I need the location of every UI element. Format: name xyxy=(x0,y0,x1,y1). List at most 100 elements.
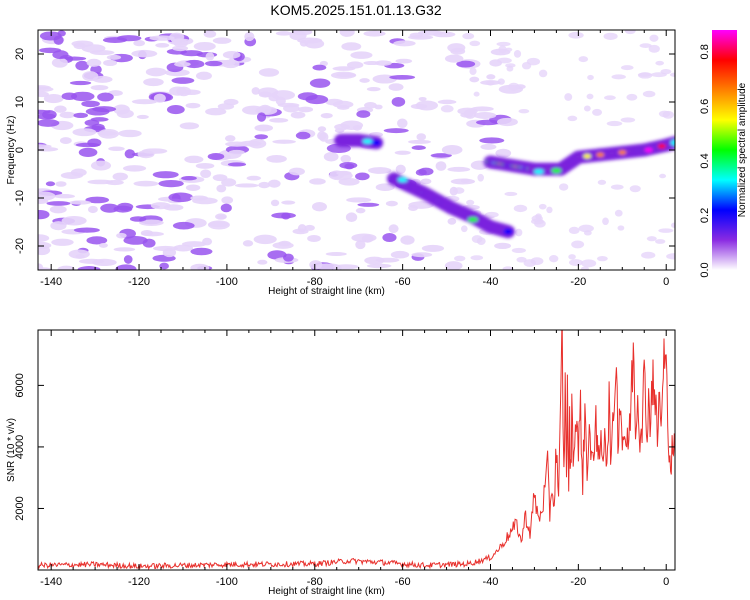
spectrogram-noise-cell xyxy=(340,120,364,130)
spectrogram-noise-cell xyxy=(504,191,518,197)
spectrogram-noise-cell xyxy=(85,196,110,204)
spectrogram-noise-cell xyxy=(456,60,476,68)
spectrogram-noise-cell xyxy=(38,109,51,115)
spectrogram-noise-cell xyxy=(473,91,480,97)
spectrogram-noise-cell xyxy=(538,203,547,210)
spectrogram-noise-cell xyxy=(395,164,406,174)
spectrogram-noise-cell xyxy=(115,264,137,270)
spectrogram-noise-cell xyxy=(312,64,327,71)
spectrogram-noise-cell xyxy=(81,100,100,108)
spectrogram-noise-cell xyxy=(181,175,197,181)
spectrogram-noise-cell xyxy=(394,150,411,155)
spectrogram-noise-cell xyxy=(159,262,169,270)
spectrogram-noise-cell xyxy=(182,241,207,247)
spectrogram-noise-cell xyxy=(508,82,520,91)
spectrogram-noise-cell xyxy=(38,209,50,220)
spectrogram-noise-cell xyxy=(78,147,98,158)
spectrogram-ridge-core xyxy=(503,228,513,235)
spectrogram-noise-cell xyxy=(124,149,136,159)
spectrogram-hotspot xyxy=(644,147,653,153)
spectrogram-noise-cell xyxy=(430,153,452,158)
spectrogram-noise-cell xyxy=(416,133,427,141)
spectrogram-noise-cell xyxy=(275,31,293,36)
snr-x-tick-label: -80 xyxy=(307,576,323,588)
spectrogram-noise-cell xyxy=(100,203,120,213)
spectrogram-noise-cell xyxy=(538,69,548,78)
spectrogram-y-label: Frequency (Hz) xyxy=(6,116,17,185)
spectrogram-noise-cell xyxy=(103,59,118,67)
spectrogram-noise-cell xyxy=(258,181,271,189)
spectrogram-noise-cell xyxy=(374,60,392,66)
spectrogram-noise-cell xyxy=(390,250,410,259)
spectrogram-noise-cell xyxy=(172,221,195,230)
spectrogram-noise-cell xyxy=(351,233,377,243)
spectrogram-noise-cell xyxy=(407,35,434,40)
spectrogram-noise-cell xyxy=(133,180,159,187)
spectrogram-noise-cell xyxy=(486,80,495,86)
spectrogram-noise-cell xyxy=(68,249,90,259)
spectrogram-noise-cell xyxy=(258,104,272,115)
spectrogram-noise-cell xyxy=(190,263,210,270)
spectrogram-noise-cell xyxy=(418,96,427,102)
spectrogram-noise-cell xyxy=(90,84,109,91)
spectrogram-noise-cell xyxy=(549,255,559,263)
spectrogram-x-tick-label: -80 xyxy=(307,276,323,288)
spectrogram-noise-cell xyxy=(336,72,356,78)
spectrogram-noise-cell xyxy=(366,263,392,269)
spectrogram-noise-cell xyxy=(256,112,267,122)
spectrogram-hotspot xyxy=(397,177,408,183)
spectrogram-noise-cell xyxy=(642,90,656,98)
spectrogram-noise-cell xyxy=(312,202,327,212)
spectrogram-noise-cell xyxy=(221,196,234,204)
spectrogram-noise-cell xyxy=(90,117,109,122)
spectrogram-hotspot xyxy=(583,154,592,159)
snr-x-tick-label: -100 xyxy=(216,576,238,588)
spectrogram-y-tick-label: -10 xyxy=(14,190,26,206)
spectrogram-noise-cell xyxy=(395,58,413,64)
spectrogram-x-tick-label: -100 xyxy=(216,276,238,288)
spectrogram-noise-cell xyxy=(113,247,136,252)
spectrogram-noise-cell xyxy=(155,42,170,48)
spectrogram-noise-cell xyxy=(513,50,522,58)
spectrogram-noise-cell xyxy=(441,144,463,155)
spectrogram-noise-cell xyxy=(131,99,158,105)
snr-y-tick-label: 2000 xyxy=(14,496,26,520)
spectrogram-noise-cell xyxy=(339,30,355,37)
spectrogram-noise-cell xyxy=(118,129,142,138)
spectrogram-noise-cell xyxy=(658,228,674,233)
spectrogram-noise-cell xyxy=(70,91,95,102)
spectrogram-noise-cell xyxy=(180,50,203,57)
spectrogram-noise-cell xyxy=(340,154,351,163)
spectrogram-noise-cell xyxy=(185,184,201,192)
spectrogram-noise-cell xyxy=(141,231,164,237)
spectrogram-noise-cell xyxy=(46,201,71,206)
spectrogram-noise-cell xyxy=(496,117,518,127)
spectrogram-noise-cell xyxy=(388,83,404,91)
spectrogram-noise-cell xyxy=(53,35,64,45)
spectrogram-noise-cell xyxy=(69,80,92,86)
spectrogram-noise-cell xyxy=(366,87,381,92)
spectrogram-noise-cell xyxy=(356,110,371,118)
spectrogram-noise-cell xyxy=(227,162,247,167)
spectrogram-y-tick-label: 0 xyxy=(14,147,26,153)
spectrogram-noise-cell xyxy=(49,205,67,214)
colorbar-tick-label: 0.4 xyxy=(699,153,711,168)
spectrogram-noise-cell xyxy=(92,106,117,113)
spectrogram-noise-cell xyxy=(272,139,296,144)
spectrogram-noise-cell xyxy=(639,43,652,48)
spectrogram-noise-cell xyxy=(266,154,287,163)
spectrogram-noise-cell xyxy=(269,117,289,123)
spectrogram-noise-cell xyxy=(61,92,78,100)
snr-y-axis: 2000 4000 6000 xyxy=(14,373,675,521)
spectrogram-noise-cell xyxy=(444,261,463,270)
spectrogram-noise-cell xyxy=(666,253,675,260)
spectrogram-noise-cell xyxy=(521,61,532,70)
spectrogram-noise-cell xyxy=(246,175,262,181)
spectrogram-noise-cell xyxy=(568,254,576,260)
spectrogram-noise-cell xyxy=(597,179,607,185)
spectrogram-noise-cell xyxy=(462,32,475,40)
spectrogram-noise-cell xyxy=(304,224,315,231)
spectrogram-noise-cell xyxy=(646,236,657,242)
spectrogram-noise-cell xyxy=(669,72,675,77)
